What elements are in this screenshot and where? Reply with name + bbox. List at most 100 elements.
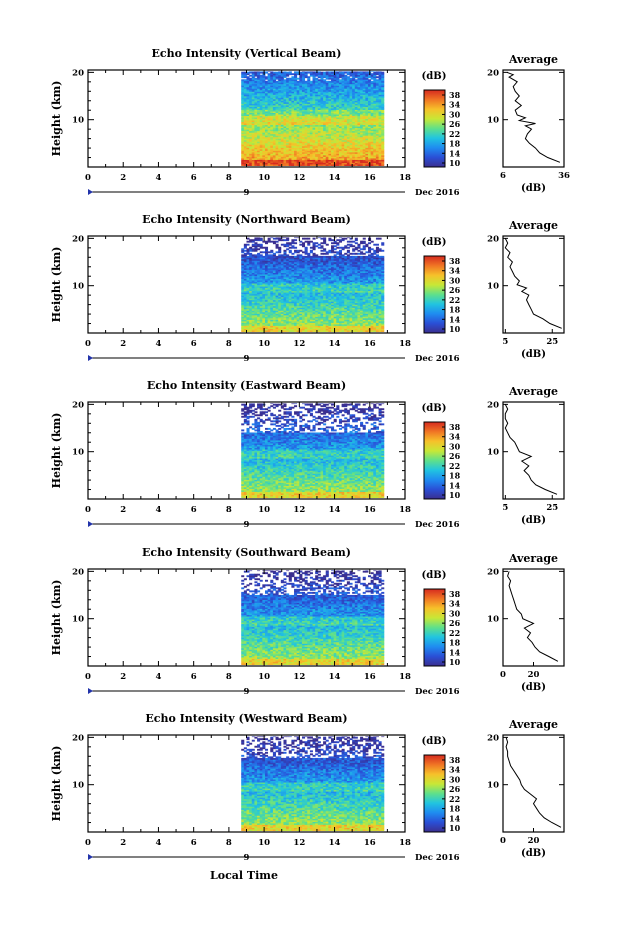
- heatmap-cell: [312, 71, 316, 73]
- heatmap-cell: [246, 98, 250, 101]
- y-tick-label: 20: [72, 68, 84, 78]
- heatmap-cell: [286, 151, 290, 154]
- heatmap-cell: [254, 154, 258, 157]
- heatmap-cell: [259, 123, 263, 126]
- heatmap-cell: [296, 159, 300, 162]
- heatmap-cell: [246, 95, 250, 98]
- heatmap-cell: [243, 98, 247, 101]
- heatmap-cell: [301, 83, 306, 86]
- heatmap-cell: [294, 150, 298, 153]
- heatmap-cell: [296, 83, 300, 86]
- heatmap-cell: [243, 139, 247, 142]
- heatmap-cell: [288, 162, 292, 165]
- heatmap-cell: [264, 103, 269, 106]
- heatmap-cell: [249, 252, 253, 255]
- heatmap-cell: [257, 136, 261, 139]
- heatmap-cell: [280, 115, 284, 118]
- heatmap-cell: [299, 98, 303, 101]
- heatmap-cell: [272, 161, 276, 163]
- heatmap-cell: [270, 103, 274, 106]
- heatmap-cell: [249, 94, 253, 97]
- heatmap-cell: [270, 101, 274, 104]
- heatmap-cell: [278, 89, 282, 92]
- heatmap-cell: [275, 142, 279, 145]
- heatmap-cell: [278, 148, 282, 151]
- heatmap-cell: [286, 142, 290, 145]
- heatmap-cell: [278, 161, 282, 163]
- heatmap-cell: [272, 92, 276, 95]
- heatmap-cell: [264, 156, 269, 159]
- colorbar-tick-label: 18: [449, 139, 461, 149]
- heatmap-cell: [254, 71, 258, 74]
- heatmap-cell: [294, 103, 298, 106]
- heatmap-cell: [262, 76, 266, 79]
- heatmap-cell: [251, 127, 255, 130]
- heatmap-cell: [278, 114, 282, 117]
- heatmap-cell: [264, 92, 269, 95]
- heatmap-cell: [272, 83, 276, 86]
- heatmap-cell: [296, 162, 300, 165]
- heatmap-cell: [275, 153, 279, 156]
- heatmap-cell: [270, 130, 274, 133]
- heatmap-cell: [280, 126, 284, 129]
- heatmap-cell: [301, 89, 306, 92]
- heatmap-cell: [280, 121, 284, 124]
- heatmap-cell: [278, 106, 282, 109]
- heatmap-cell: [278, 97, 282, 100]
- heatmap-cell: [259, 124, 263, 127]
- heatmap-cell: [291, 124, 295, 127]
- heatmap-cell: [249, 144, 253, 147]
- heatmap-cell: [241, 248, 245, 251]
- heatmap-cell: [262, 92, 266, 95]
- heatmap-cell: [251, 120, 255, 123]
- heatmap-cell: [278, 82, 282, 85]
- heatmap-cell: [272, 85, 276, 88]
- heatmap-cell: [259, 138, 263, 141]
- heatmap-cell: [246, 100, 250, 103]
- heatmap-cell: [241, 91, 245, 94]
- heatmap-cell: [257, 164, 261, 166]
- heatmap-cell: [291, 115, 295, 118]
- heatmap-cell: [280, 141, 284, 144]
- heatmap-cell: [267, 103, 271, 106]
- heatmap-cell: [267, 76, 271, 79]
- heatmap-cell: [241, 89, 245, 92]
- heatmap-cell: [257, 120, 261, 123]
- heatmap-cell: [272, 138, 276, 141]
- heatmap-cell: [275, 91, 279, 94]
- heatmap-cell: [243, 147, 247, 150]
- heatmap-cell: [262, 86, 266, 89]
- heatmap-cell: [264, 136, 269, 139]
- heatmap-cell: [296, 98, 300, 101]
- heatmap-cell: [267, 108, 271, 110]
- heatmap-cell: [262, 142, 266, 145]
- heatmap-cell: [262, 77, 266, 80]
- heatmap-cell: [291, 83, 295, 86]
- heatmap-cell: [262, 101, 266, 104]
- heatmap-cell: [288, 115, 292, 118]
- heatmap-cell: [254, 150, 258, 153]
- heatmap-cell: [286, 248, 290, 251]
- heatmap-cell: [249, 164, 253, 166]
- heatmap-cell: [262, 126, 266, 129]
- heatmap-cell: [294, 126, 298, 129]
- x-tick-label: 8: [226, 173, 232, 183]
- heatmap-cell: [270, 127, 274, 130]
- heatmap-cell: [257, 91, 261, 94]
- heatmap-cell: [262, 240, 266, 243]
- heatmap-cell: [360, 71, 364, 73]
- heatmap-cell: [288, 120, 292, 123]
- heatmap-cell: [249, 141, 253, 144]
- heatmap-cell: [246, 82, 250, 85]
- heatmap-cell: [272, 105, 276, 107]
- heatmap-cell: [257, 112, 261, 115]
- heatmap-cell: [259, 156, 263, 159]
- heatmap-cell: [270, 158, 274, 160]
- heatmap-cell: [275, 80, 279, 83]
- heatmap-cell: [286, 123, 290, 126]
- heatmap-cell: [270, 95, 274, 98]
- heatmap-cell: [241, 117, 245, 120]
- heatmap-cell: [251, 151, 255, 154]
- heatmap-cell: [272, 111, 276, 113]
- heatmap-cell: [275, 88, 279, 91]
